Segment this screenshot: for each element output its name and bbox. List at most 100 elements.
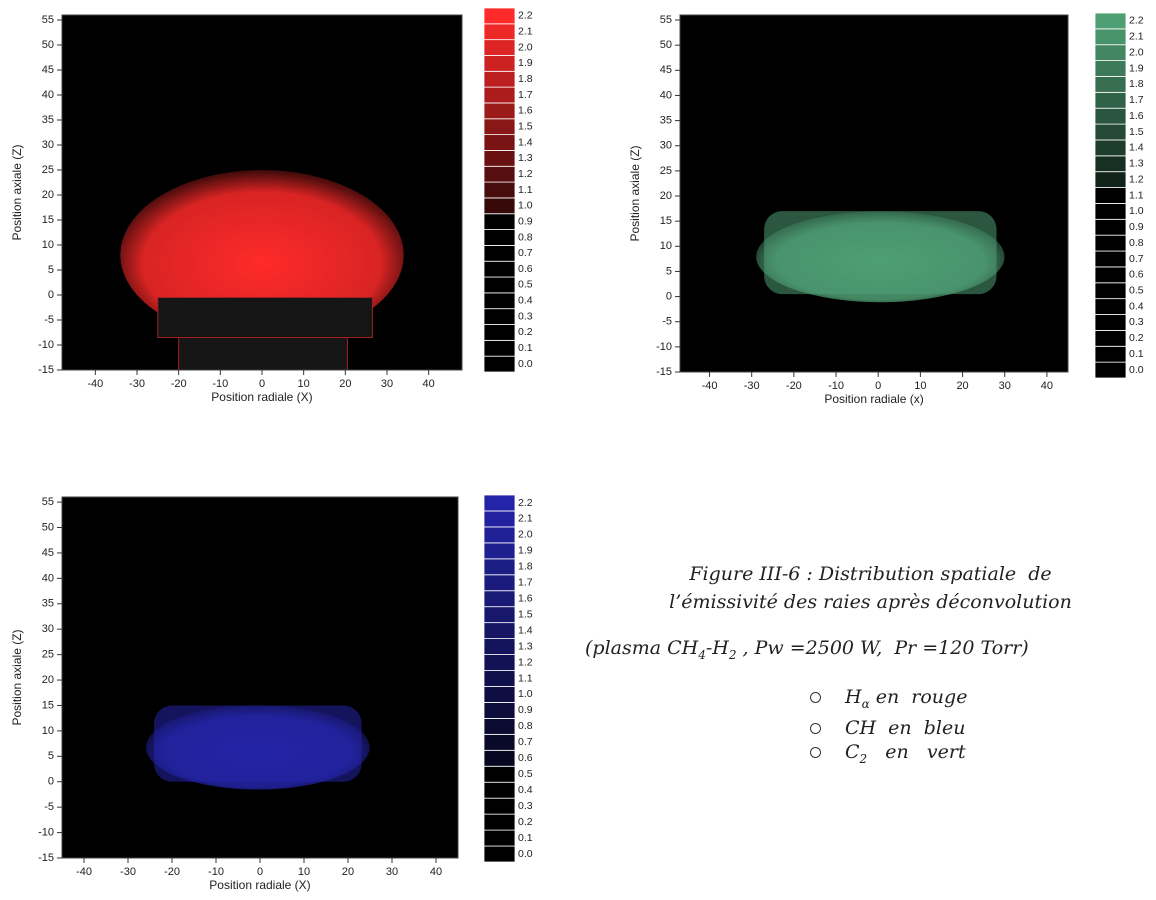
y-axis-label: Position axiale (Z) [10, 144, 24, 240]
caption-text: C [845, 740, 860, 763]
plot-area [680, 15, 1068, 372]
colorbar-label: 1.9 [518, 545, 533, 557]
legend-item: Hα en rouge [810, 685, 1156, 716]
colorbar-swatch [1094, 250, 1127, 268]
y-axis-label: Position axiale (Z) [628, 145, 642, 241]
colorbar-label: 0.8 [518, 231, 533, 243]
colorbar-label: 0.6 [518, 752, 533, 764]
colorbar-swatch [483, 229, 516, 246]
y-tick-label: 15 [42, 699, 54, 711]
x-tick-label: 0 [257, 866, 263, 878]
y-tick-label: 5 [666, 265, 672, 277]
colorbar-swatch [483, 670, 516, 687]
colorbar-label: 0.7 [1129, 253, 1144, 265]
caption-legend: Hα en rouge CH en bleu C2 en vert [585, 685, 1156, 771]
x-tick-label: -20 [786, 380, 802, 392]
colorbar-swatch [483, 717, 516, 735]
plot-frame [679, 14, 1069, 373]
colorbar-swatch [1094, 298, 1127, 315]
colorbar-swatch [1094, 282, 1127, 300]
colorbar-swatch [1094, 203, 1127, 220]
y-tick-label: 55 [42, 496, 54, 508]
colorbar-label: 2.0 [518, 529, 533, 541]
colorbar-swatch [1094, 44, 1127, 62]
colorbar-label: 2.2 [518, 497, 533, 509]
x-tick-label: -40 [702, 380, 718, 392]
y-tick-label: 50 [42, 521, 54, 533]
y-tick-label: 50 [660, 39, 672, 51]
colorbar-swatch [483, 134, 516, 151]
colorbar-swatch [483, 813, 516, 831]
colorbar-label: 1.1 [518, 672, 533, 684]
colorbar-swatch [1094, 139, 1127, 157]
colorbar-swatch [1094, 171, 1127, 188]
colorbar-swatch [1094, 28, 1127, 46]
y-tick-label: 25 [42, 649, 54, 661]
colorbar-label: 0.9 [518, 704, 533, 716]
y-tick-label: 15 [42, 214, 54, 226]
colorbar-swatch [483, 558, 516, 576]
x-axis-label: Position radiale (x) [824, 392, 923, 406]
y-tick-label: 10 [660, 240, 672, 252]
y-tick-label: -10 [656, 341, 672, 353]
colorbar-label: 1.3 [518, 152, 533, 164]
colorbar-swatch [483, 542, 516, 560]
colorbar-label: 1.3 [518, 640, 533, 652]
colorbar-swatch [483, 260, 516, 278]
substrate [157, 297, 373, 338]
y-tick-label: -15 [38, 852, 54, 864]
y-tick-label: 5 [48, 750, 54, 762]
caption-text: (plasma CH [585, 637, 699, 659]
colorbar-swatch [483, 86, 516, 104]
colorbar-label: 1.1 [1129, 189, 1144, 201]
y-tick-label: 20 [660, 190, 672, 202]
colorbar-swatch [483, 781, 516, 799]
y-tick-label: 35 [42, 114, 54, 126]
colorbar-label: 2.0 [1129, 46, 1144, 58]
y-tick-label: 45 [42, 547, 54, 559]
colorbar-label: 1.7 [518, 89, 533, 101]
colorbar-label: 0.9 [518, 215, 533, 227]
colorbar-swatch [1094, 329, 1127, 347]
y-tick-label: 25 [660, 165, 672, 177]
colorbar-swatch [483, 181, 516, 199]
colorbar-label: 2.0 [518, 41, 533, 53]
colorbar-swatch [483, 574, 516, 592]
colorbar-label: 1.7 [1129, 94, 1144, 106]
y-tick-label: 55 [42, 14, 54, 26]
colorbar-label: 1.2 [518, 168, 533, 180]
colorbar-label: 1.4 [518, 136, 533, 148]
colorbar-label: 0.3 [1129, 316, 1144, 328]
colorbar-label: 1.8 [518, 73, 533, 85]
colorbar-swatch [483, 292, 516, 310]
caption-text: -H [705, 637, 729, 659]
colorbar-label: 0.1 [518, 342, 533, 354]
y-axis-label: Position axiale (Z) [10, 629, 24, 725]
x-tick-label: 30 [999, 380, 1011, 392]
colorbar-label: 0.2 [518, 326, 533, 338]
x-tick-label: 10 [298, 378, 310, 390]
colorbar-swatch [483, 244, 516, 262]
colorbar-swatch [483, 797, 516, 815]
colorbar-swatch [483, 590, 516, 608]
caption-text: , Pw =2500 W, Pr =120 Torr) [736, 637, 1029, 659]
holder [178, 337, 348, 371]
colorbar-label: 0.0 [518, 358, 533, 370]
colorbar-label: 0.0 [1129, 364, 1144, 376]
x-tick-label: -30 [120, 866, 136, 878]
bullet [810, 692, 821, 704]
colorbar-swatch [483, 829, 516, 847]
colorbar-label: 0.8 [1129, 237, 1144, 249]
x-tick-label: -30 [744, 380, 760, 392]
colorbar-swatch [483, 150, 516, 167]
colorbar-label: 1.6 [1129, 110, 1144, 122]
y-tick-label: 20 [42, 189, 54, 201]
x-tick-label: 40 [423, 378, 435, 390]
colorbar-swatch [483, 165, 516, 183]
y-tick-label: 35 [660, 114, 672, 126]
colorbar-swatch [483, 39, 516, 56]
subscript: 4 [698, 647, 706, 662]
x-tick-label: 20 [342, 866, 354, 878]
legend-item: CH en bleu [810, 716, 1156, 740]
subscript: 2 [859, 751, 868, 766]
